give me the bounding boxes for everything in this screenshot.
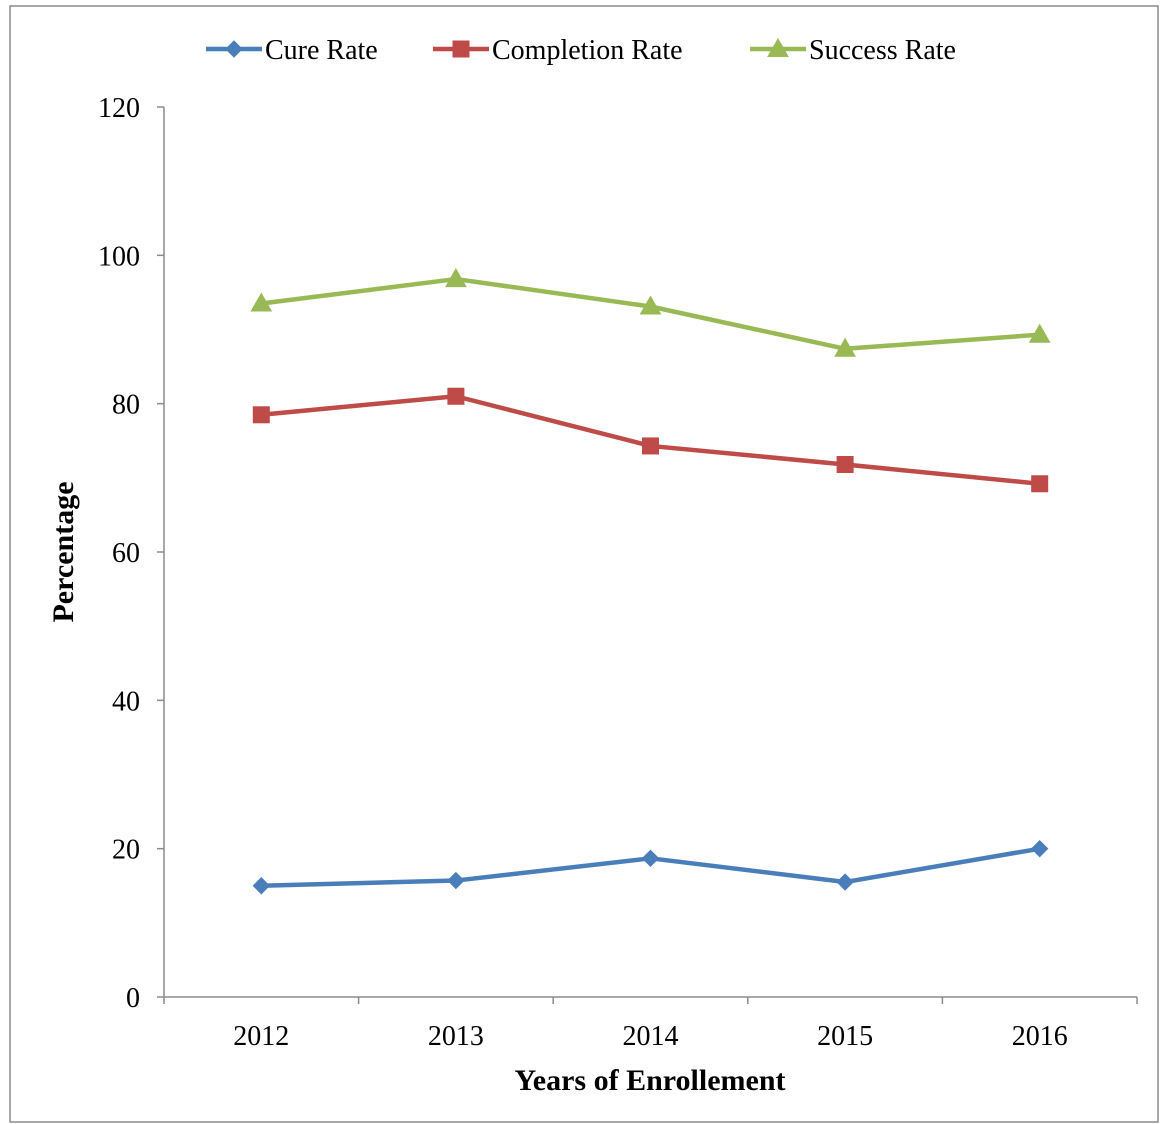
success-rate-point xyxy=(250,292,273,312)
cure-rate-point xyxy=(836,873,854,891)
completion-rate-point xyxy=(252,406,270,424)
completion-rate-point xyxy=(1031,475,1049,493)
cure-rate-point xyxy=(447,871,465,890)
x-tick-label: 2016 xyxy=(1012,1021,1068,1052)
y-tick-label: 20 xyxy=(112,835,140,866)
success-rate-point xyxy=(834,337,856,357)
y-tick-label: 40 xyxy=(112,686,140,717)
success-rate-point xyxy=(1028,323,1051,343)
series-cure-rate xyxy=(252,839,1049,895)
x-tick-label: 2014 xyxy=(623,1021,679,1052)
series-completion-rate xyxy=(252,387,1049,493)
legend-label: Success Rate xyxy=(809,35,956,66)
x-tick-label: 2012 xyxy=(233,1021,289,1052)
x-axis-title: Years of Enrollement xyxy=(514,1064,785,1097)
y-tick-label: 80 xyxy=(112,390,140,421)
y-tick-label: 60 xyxy=(112,538,140,569)
success-rate-point xyxy=(639,295,662,315)
completion-rate-point xyxy=(836,455,854,473)
legend-marker xyxy=(225,40,243,58)
success-rate-point xyxy=(445,268,467,288)
cure-rate-point xyxy=(252,877,271,895)
completion-rate-point xyxy=(642,437,659,455)
chart-border xyxy=(9,5,1159,1123)
x-tick-label: 2015 xyxy=(817,1021,873,1052)
legend-item-cure-rate: Cure Rate xyxy=(206,35,378,66)
y-tick-label: 0 xyxy=(126,983,140,1014)
legend-label: Completion Rate xyxy=(492,35,683,66)
cure-rate-point xyxy=(1030,839,1049,858)
series-success-rate xyxy=(250,268,1051,357)
y-tick-label: 120 xyxy=(98,93,140,124)
completion-rate-point xyxy=(447,387,465,405)
y-tick-label: 100 xyxy=(98,241,140,272)
legend-item-completion-rate: Completion Rate xyxy=(433,35,683,66)
legend-marker xyxy=(452,40,470,58)
legend-item-success-rate: Success Rate xyxy=(750,35,956,66)
legend-marker xyxy=(767,37,789,57)
legend-label: Cure Rate xyxy=(265,35,378,66)
y-axis-title: Percentage xyxy=(47,481,80,622)
x-tick-label: 2013 xyxy=(428,1021,484,1052)
cure-rate-point xyxy=(641,849,660,868)
